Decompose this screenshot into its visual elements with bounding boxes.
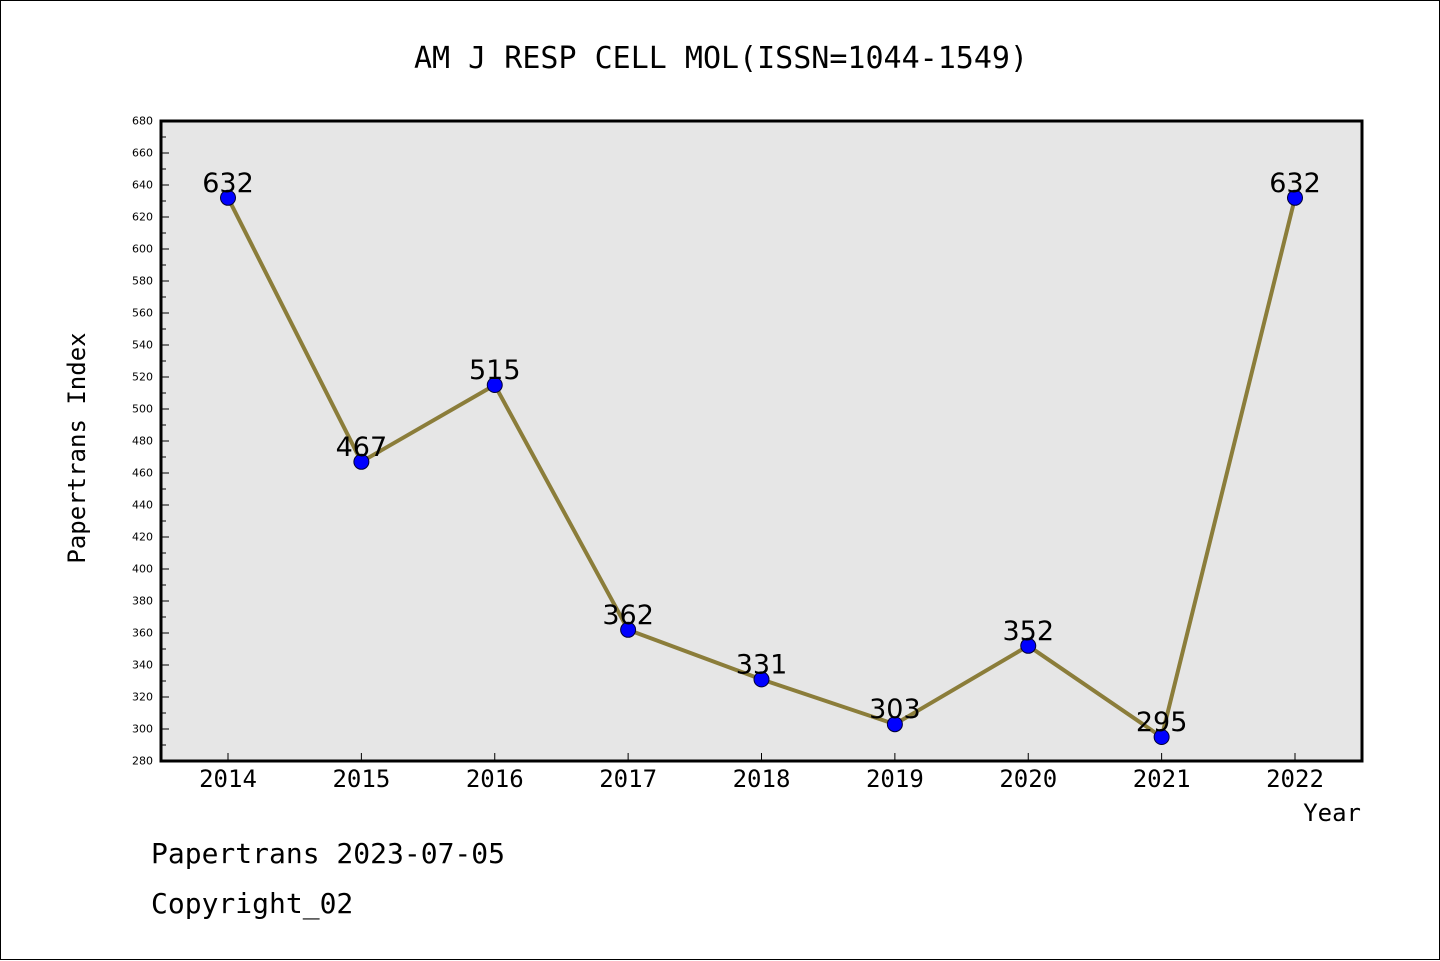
- data-label-layer: 632 467 515 362 331 303 352 295 632: [202, 168, 1321, 738]
- series-layer: [220, 189, 1303, 745]
- x-tick-label: 2016: [466, 765, 524, 793]
- y-tick-label: 400: [132, 563, 153, 576]
- data-label: 362: [602, 600, 654, 631]
- data-label: 331: [736, 649, 788, 680]
- y-tick-label: 420: [132, 531, 153, 544]
- y-axis-ticks: 280 300 320 340 360 380 400 420 440 460 480 500 520 5…: [132, 115, 169, 768]
- x-tick-label: 2017: [599, 765, 657, 793]
- x-axis-ticks: 2014 2015 2016 2017 2018 2019 2020 2021 2022: [199, 753, 1324, 793]
- footer-copyright: Copyright_02: [151, 887, 354, 920]
- x-tick-label: 2015: [332, 765, 390, 793]
- y-tick-label: 480: [132, 435, 153, 448]
- data-label: 352: [1002, 616, 1054, 647]
- data-point: [753, 671, 770, 688]
- data-label: 632: [1269, 168, 1321, 199]
- x-tick-label: 2014: [199, 765, 257, 793]
- data-label: 632: [202, 168, 254, 199]
- y-tick-label: 380: [132, 595, 153, 608]
- data-label: 303: [869, 694, 921, 725]
- y-tick-label: 600: [132, 243, 153, 256]
- x-axis-label: Year: [1303, 799, 1361, 827]
- y-tick-label: 320: [132, 691, 153, 704]
- y-tick-label: 500: [132, 403, 153, 416]
- footer-date: Papertrans 2023-07-05: [151, 837, 506, 870]
- y-tick-label: 300: [132, 723, 153, 736]
- data-point: [1153, 729, 1170, 745]
- x-tick-label: 2020: [999, 765, 1057, 793]
- x-tick-label: 2019: [866, 765, 924, 793]
- y-tick-label: 520: [132, 371, 153, 384]
- y-tick-label: 460: [132, 467, 153, 480]
- x-tick-label: 2022: [1266, 765, 1324, 793]
- x-tick-label: 2021: [1133, 765, 1191, 793]
- data-label: 515: [469, 355, 521, 386]
- data-point: [353, 453, 370, 470]
- plot-area: [159, 119, 1364, 763]
- y-tick-label: 620: [132, 211, 153, 224]
- data-label: 467: [336, 432, 388, 463]
- y-tick-label: 580: [132, 275, 153, 288]
- y-tick-label: 540: [132, 339, 153, 352]
- data-point: [1287, 189, 1303, 206]
- y-tick-label: 680: [132, 115, 153, 128]
- y-axis-label: Papertrans Index: [63, 332, 91, 563]
- y-tick-label: 640: [132, 179, 153, 192]
- chart-title: AM J RESP CELL MOL(ISSN=1044-1549): [414, 41, 1028, 76]
- x-tick-label: 2018: [733, 765, 791, 793]
- y-tick-label: 440: [132, 499, 153, 512]
- y-tick-label: 360: [132, 627, 153, 640]
- data-point: [220, 189, 236, 206]
- data-point: [1020, 637, 1037, 654]
- y-tick-label: 280: [132, 755, 153, 768]
- data-point: [886, 716, 903, 733]
- y-tick-label: 560: [132, 307, 153, 320]
- data-point: [620, 621, 637, 638]
- y-tick-label: 340: [132, 659, 153, 672]
- data-label: 295: [1136, 707, 1188, 738]
- data-point: [486, 377, 503, 393]
- y-tick-label: 660: [132, 147, 153, 160]
